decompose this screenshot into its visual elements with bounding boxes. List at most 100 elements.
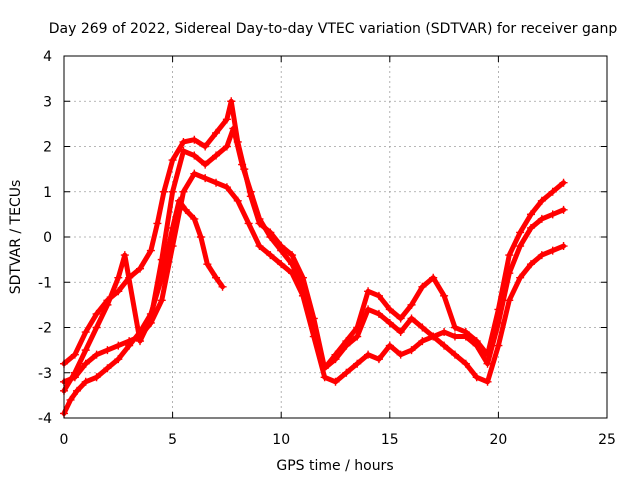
- x-axis-label: GPS time / hours: [276, 458, 393, 474]
- data-point: [353, 332, 362, 341]
- data-point: [266, 251, 275, 260]
- data-point: [277, 246, 286, 255]
- data-point: [81, 377, 90, 386]
- data-point: [190, 135, 199, 144]
- data-point: [168, 223, 177, 232]
- data-point: [190, 169, 199, 178]
- data-point: [266, 233, 275, 241]
- data-point: [190, 151, 199, 160]
- series-trace-3: [60, 169, 568, 386]
- data-point: [175, 196, 184, 205]
- data-point: [494, 318, 503, 327]
- data-point: [66, 395, 75, 404]
- data-point: [114, 287, 123, 296]
- data-point: [179, 137, 188, 146]
- data-point: [114, 355, 123, 364]
- data-point: [418, 337, 427, 346]
- data-point: [114, 341, 123, 350]
- data-point: [114, 273, 123, 282]
- data-point: [548, 187, 557, 196]
- x-tick-label: 25: [598, 432, 616, 448]
- data-point: [516, 242, 525, 251]
- data-point: [298, 291, 307, 300]
- data-point: [179, 187, 188, 196]
- data-point: [244, 219, 253, 228]
- data-point: [396, 314, 405, 323]
- data-point: [505, 269, 514, 278]
- data-point: [385, 341, 394, 350]
- data-point: [81, 346, 90, 355]
- data-point: [181, 205, 190, 214]
- data-point: [537, 214, 546, 223]
- data-point: [212, 128, 221, 137]
- data-point: [255, 242, 264, 251]
- x-tick-label: 15: [381, 432, 399, 448]
- data-point: [364, 305, 373, 314]
- data-point: [277, 260, 286, 269]
- data-point: [92, 323, 101, 332]
- y-tick-label: 0: [43, 230, 52, 246]
- data-point: [212, 178, 221, 187]
- data-point: [342, 341, 351, 350]
- data-point: [227, 97, 236, 106]
- data-point: [288, 269, 297, 278]
- data-point: [168, 187, 177, 196]
- y-tick-label: 2: [43, 140, 52, 156]
- y-tick-label: 3: [43, 94, 52, 110]
- data-point: [440, 291, 449, 300]
- data-point: [385, 318, 394, 327]
- data-point: [374, 355, 383, 364]
- data-point: [526, 210, 535, 219]
- data-point: [331, 355, 340, 364]
- data-point: [203, 260, 212, 269]
- data-point: [146, 246, 155, 255]
- x-tick-labels: 0 5 10 15 20 25: [60, 432, 616, 448]
- data-point: [461, 332, 470, 341]
- data-point: [229, 124, 238, 133]
- data-point: [168, 156, 177, 165]
- data-point: [92, 350, 101, 359]
- series-trace-1: [60, 97, 568, 373]
- data-point: [201, 142, 210, 151]
- data-point: [146, 309, 155, 318]
- data-point: [559, 205, 568, 214]
- data-point: [212, 151, 221, 160]
- data-point: [472, 341, 481, 350]
- data-point: [120, 251, 129, 260]
- data-point: [136, 328, 145, 337]
- data-point: [342, 368, 351, 377]
- y-axis-label: SDTVAR / TECUs: [8, 180, 24, 295]
- data-point: [516, 273, 525, 282]
- y-tick-label: -3: [38, 366, 52, 382]
- series-trace-2: [60, 124, 568, 395]
- y-tick-label: -4: [38, 411, 52, 427]
- data-point: [159, 187, 168, 196]
- data-point: [70, 350, 79, 359]
- data-point: [429, 332, 438, 341]
- data-point: [201, 160, 210, 169]
- data-point: [407, 300, 416, 309]
- data-point: [222, 183, 231, 192]
- data-point: [81, 328, 90, 337]
- plot-frame: [63, 55, 608, 419]
- data-point: [92, 309, 101, 318]
- data-point: [103, 300, 112, 309]
- series-trace-4: [60, 196, 227, 418]
- data-point: [364, 350, 373, 359]
- data-point: [125, 341, 134, 350]
- data-point: [472, 373, 481, 382]
- data-point: [418, 323, 427, 332]
- y-tick-label: 1: [43, 185, 52, 201]
- data-point: [255, 214, 264, 223]
- data-point: [73, 386, 82, 395]
- data-point: [153, 219, 162, 228]
- data-point: [222, 142, 231, 151]
- data-point: [559, 178, 568, 187]
- data-point: [157, 273, 166, 282]
- x-tick-label: 0: [60, 432, 69, 448]
- data-point: [483, 359, 492, 368]
- data-point: [494, 341, 503, 350]
- data-point: [353, 359, 362, 368]
- data-point: [157, 296, 166, 305]
- y-tick-label: 4: [43, 49, 52, 65]
